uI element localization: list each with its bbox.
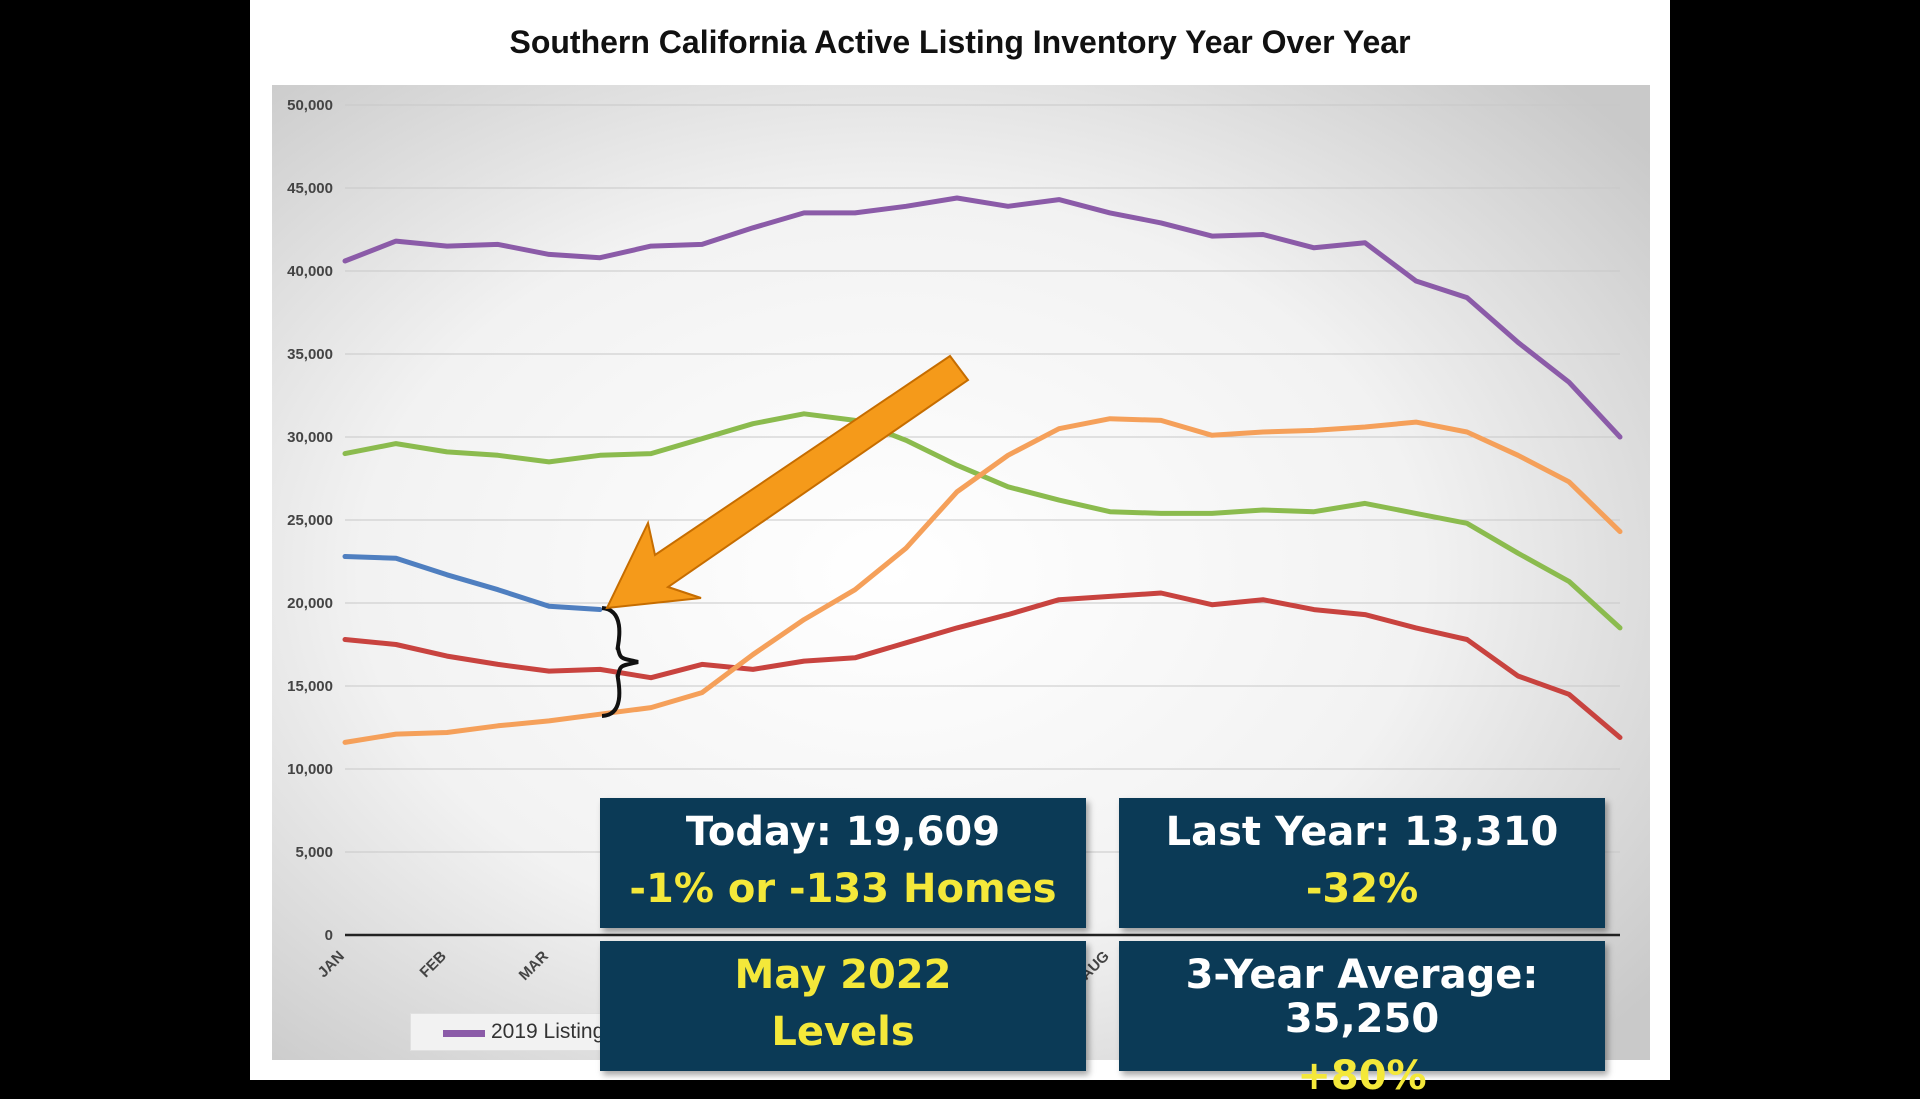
y-axis-ticks: 0 5,000 10,000 15,000 20,000 25,000 30,000 35,0… <box>287 97 333 944</box>
callout-may-line1: May 2022 <box>734 952 952 998</box>
y-tick-label: 10,000 <box>287 761 333 778</box>
series-line-2019-listings <box>342 195 1623 440</box>
brace-bracket <box>601 606 639 718</box>
callout-may-line2: Levels <box>771 1009 915 1055</box>
y-tick-label: 20,000 <box>287 595 333 612</box>
chart-title: Southern California Active Listing Inven… <box>509 24 1411 60</box>
y-tick-label: 0 <box>325 927 333 944</box>
legend-swatch-2019 <box>443 1030 485 1037</box>
callout-last-year-change: -32% <box>1305 866 1419 912</box>
y-tick-label: 35,000 <box>287 346 333 363</box>
callout-today-value: Today: 19,609 <box>685 809 1001 855</box>
series-lines <box>342 195 1623 745</box>
callout-three-year-average: 3-Year Average: 35,250 +80% <box>1119 941 1605 1098</box>
y-tick-label: 30,000 <box>287 429 333 446</box>
legend-label-2019: 2019 Listing <box>491 1020 605 1043</box>
callout-may-2022: May 2022 Levels <box>600 941 1086 1071</box>
y-tick-label: 45,000 <box>287 180 333 197</box>
slide: 0 5,000 10,000 15,000 20,000 25,000 30,000 35,0… <box>250 0 1670 1098</box>
series-line-3-year-average <box>342 416 1623 745</box>
series-line-2021 <box>342 590 1623 740</box>
y-tick-label: 40,000 <box>287 263 333 280</box>
callout-last-year: Last Year: 13,310 -32% <box>1119 798 1605 928</box>
callout-today-change: -1% or -133 Homes <box>629 866 1057 912</box>
y-tick-label: 15,000 <box>287 678 333 695</box>
y-tick-label: 25,000 <box>287 512 333 529</box>
annotations <box>601 354 970 718</box>
y-tick-label: 5,000 <box>295 844 333 861</box>
callout-today: Today: 19,609 -1% or -133 Homes <box>600 798 1086 928</box>
callout-average-change: +80% <box>1297 1053 1427 1099</box>
callout-average-value: 3-Year Average: 35,250 <box>1185 952 1539 1042</box>
arrow-pointer <box>605 354 970 610</box>
y-tick-label: 50,000 <box>287 97 333 114</box>
series-line-2022 <box>342 554 603 612</box>
callout-last-year-value: Last Year: 13,310 <box>1165 809 1559 855</box>
